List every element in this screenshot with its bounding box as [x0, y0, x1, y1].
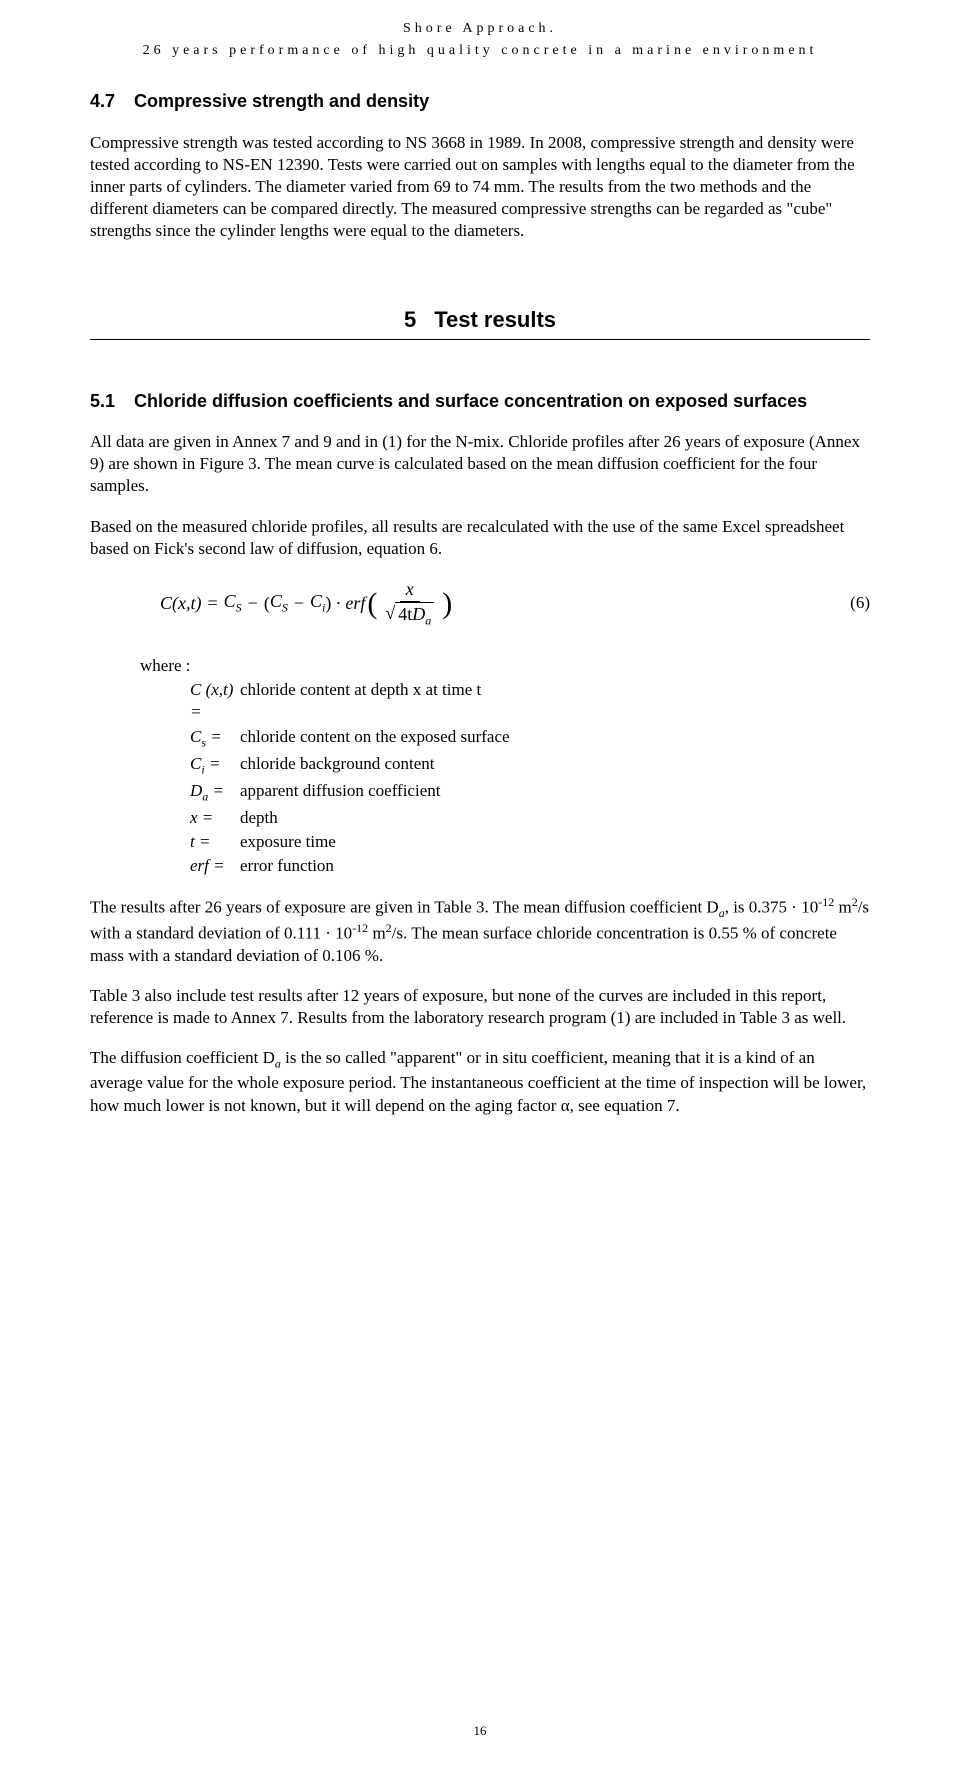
eq-minus1: −: [248, 592, 258, 615]
eq-dot: ·: [335, 592, 341, 615]
where-row: Da =apparent diffusion coefficient: [140, 780, 870, 805]
equation-number: (6): [810, 592, 870, 614]
eq-cs2: CS: [270, 590, 288, 616]
eq-equals: =: [207, 592, 217, 615]
eq-frac-top: x: [400, 578, 420, 602]
eq-close-paren: ): [325, 592, 331, 615]
where-symbol: t =: [140, 831, 240, 853]
section-5-1-heading: 5.1 Chloride diffusion coefficients and …: [90, 390, 870, 413]
header-title: Shore Approach.: [90, 20, 870, 38]
page-number: 16: [474, 1723, 487, 1740]
section-5-1-para2: Based on the measured chloride profiles,…: [90, 516, 870, 560]
where-label: where :: [140, 655, 870, 677]
where-definition: chloride background content: [240, 753, 870, 778]
where-symbol: erf =: [140, 855, 240, 877]
section-5-number: 5: [404, 307, 416, 332]
header-subtitle: 26 years performance of high quality con…: [90, 42, 870, 60]
results-para3: The diffusion coefficient Da is the so c…: [90, 1047, 870, 1116]
where-definition: depth: [240, 807, 870, 829]
subsection-number: 5.1: [90, 390, 134, 413]
where-row: C (x,t) =chloride content at depth x at …: [140, 679, 870, 723]
eq-erf: erf: [345, 592, 365, 615]
where-definition: chloride content at depth x at time t: [240, 679, 870, 723]
where-symbol: Cs =: [140, 726, 240, 751]
eq-lhs: C(x,t): [160, 592, 201, 615]
where-definition: exposure time: [240, 831, 870, 853]
eq-frac-bot: √ 4tDa: [381, 602, 438, 629]
equation-6: C(x,t) = CS − ( CS − Ci ) · erf ( x √ 4t…: [90, 578, 870, 630]
where-definition: apparent diffusion coefficient: [240, 780, 870, 805]
section-5-heading: 5 Test results: [90, 306, 870, 340]
eq-fraction: x √ 4tDa: [381, 578, 438, 630]
eq-cs: CS: [224, 590, 242, 616]
where-row: erf =error function: [140, 855, 870, 877]
section-5-1-para1: All data are given in Annex 7 and 9 and …: [90, 431, 870, 497]
eq-big-open: (: [367, 590, 377, 617]
where-row: x =depth: [140, 807, 870, 829]
equation-content: C(x,t) = CS − ( CS − Ci ) · erf ( x √ 4t…: [160, 578, 810, 630]
section-number: 4.7: [90, 90, 134, 113]
where-symbol: Ci =: [140, 753, 240, 778]
where-definition: error function: [240, 855, 870, 877]
eq-ci: Ci: [310, 590, 325, 616]
subsection-title: Chloride diffusion coefficients and surf…: [134, 390, 870, 413]
section-5-title: Test results: [434, 307, 556, 332]
results-para2: Table 3 also include test results after …: [90, 985, 870, 1029]
where-block: where : C (x,t) =chloride content at dep…: [140, 655, 870, 877]
eq-minus2: −: [294, 592, 304, 615]
where-definition: chloride content on the exposed surface: [240, 726, 870, 751]
where-row: Ci =chloride background content: [140, 753, 870, 778]
results-para1: The results after 26 years of exposure a…: [90, 895, 870, 967]
eq-big-close: ): [442, 590, 452, 617]
section-title: Compressive strength and density: [134, 91, 429, 111]
where-symbol: x =: [140, 807, 240, 829]
section-4-7-heading: 4.7Compressive strength and density: [90, 90, 870, 113]
section-4-7-para1: Compressive strength was tested accordin…: [90, 132, 870, 242]
where-symbol: Da =: [140, 780, 240, 805]
where-symbol: C (x,t) =: [140, 679, 240, 723]
where-row: t =exposure time: [140, 831, 870, 853]
where-row: Cs =chloride content on the exposed surf…: [140, 726, 870, 751]
